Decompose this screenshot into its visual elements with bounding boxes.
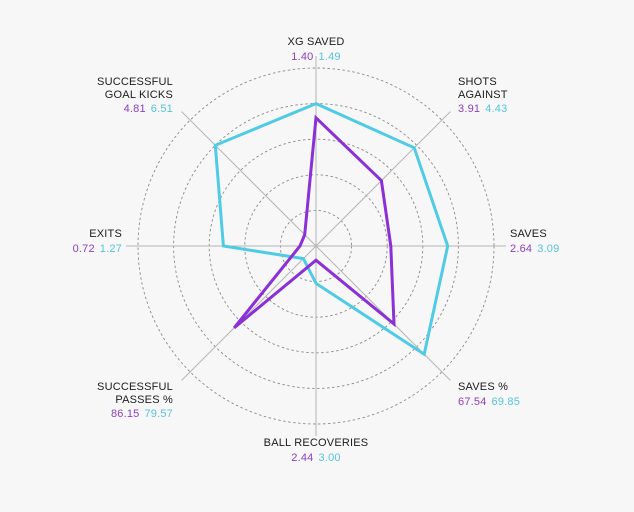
axis-values: 0.72 1.27 xyxy=(73,243,122,256)
axis-name: SAVES xyxy=(510,228,547,240)
axis-label: SUCCESSFUL PASSES % 86.15 79.57 xyxy=(97,381,173,421)
axis-name: SAVES % xyxy=(458,381,509,393)
axis-values: 2.64 3.09 xyxy=(510,243,559,256)
series-a-value: 0.72 xyxy=(72,242,95,255)
series-a-polygon xyxy=(233,114,396,329)
axis-name: SUCCESSFUL xyxy=(97,381,173,393)
series-a-value: 4.81 xyxy=(123,103,146,115)
axis-spoke xyxy=(181,245,317,381)
axis-label: EXITS 0.72 1.27 xyxy=(73,228,122,255)
axis-label: SHOTS AGAINST 3.91 4.43 xyxy=(458,76,508,116)
series-b-value: 4.43 xyxy=(485,103,508,115)
series-a-value: 67.54 xyxy=(458,395,487,408)
axis-name: PASSES % xyxy=(115,393,173,406)
axis-values: 3.91 4.43 xyxy=(458,103,508,116)
series-b-value: 69.85 xyxy=(491,395,521,408)
axis-values: 67.54 69.85 xyxy=(458,396,520,409)
axis-values: 4.81 6.51 xyxy=(97,103,173,116)
axis-spoke xyxy=(181,111,317,247)
axis-label: SAVES 2.64 3.09 xyxy=(510,228,559,255)
axis-label: SAVES % 67.54 69.85 xyxy=(458,381,520,408)
axis-name: BALL RECOVERIES xyxy=(263,437,369,449)
series-b-value: 1.27 xyxy=(99,242,122,255)
axis-name: SUCCESSFUL xyxy=(97,76,173,88)
axis-name: EXITS xyxy=(89,228,122,240)
axis-name: SHOTS xyxy=(458,76,497,88)
series-b-value: 79.57 xyxy=(144,408,173,420)
axis-label: XG SAVED 1.40 1.49 xyxy=(287,36,344,63)
series-b-polygon xyxy=(213,101,450,357)
axis-values: 2.44 3.00 xyxy=(264,452,369,465)
axis-values: 1.40 1.49 xyxy=(287,51,344,64)
axis-name: GOAL KICKS xyxy=(104,88,173,101)
series-b-value: 1.49 xyxy=(318,50,341,63)
series-b-value: 3.09 xyxy=(537,242,560,255)
axis-name: XG SAVED xyxy=(287,36,345,48)
axis-values: 86.15 79.57 xyxy=(97,408,173,421)
series-a-value: 86.15 xyxy=(110,408,140,420)
axis-label: SUCCESSFUL GOAL KICKS 4.81 6.51 xyxy=(97,76,173,116)
series-a-value: 2.64 xyxy=(510,242,533,255)
axis-spoke xyxy=(315,111,451,247)
series-a-value: 1.40 xyxy=(291,50,314,63)
series-b-value: 3.00 xyxy=(318,451,341,464)
axis-spoke xyxy=(315,245,451,381)
series-b-value: 6.51 xyxy=(150,103,173,115)
series-a-value: 2.44 xyxy=(291,451,314,464)
axis-label: BALL RECOVERIES 2.44 3.00 xyxy=(264,437,369,464)
axis-name: AGAINST xyxy=(458,88,508,101)
series-a-value: 3.91 xyxy=(458,103,481,115)
